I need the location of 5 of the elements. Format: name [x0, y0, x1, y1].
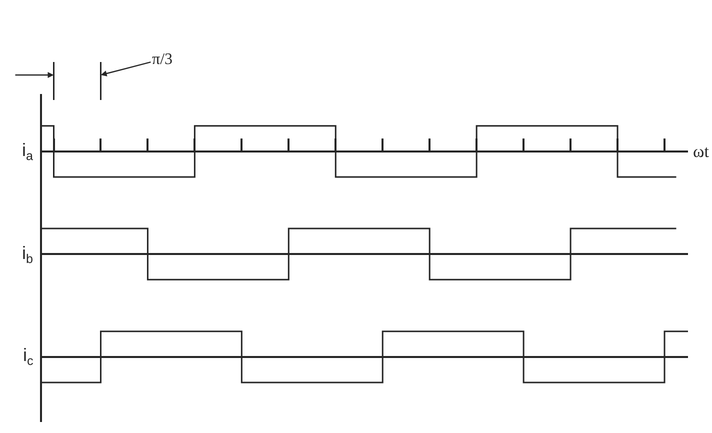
series-label: i$_{a}$ [22, 140, 34, 163]
series-label: i$_{c}$ [23, 345, 34, 368]
series-label: i$_{b}$ [22, 243, 34, 266]
text: π/3 [152, 51, 173, 68]
x-axis-title: ωt [693, 142, 709, 161]
